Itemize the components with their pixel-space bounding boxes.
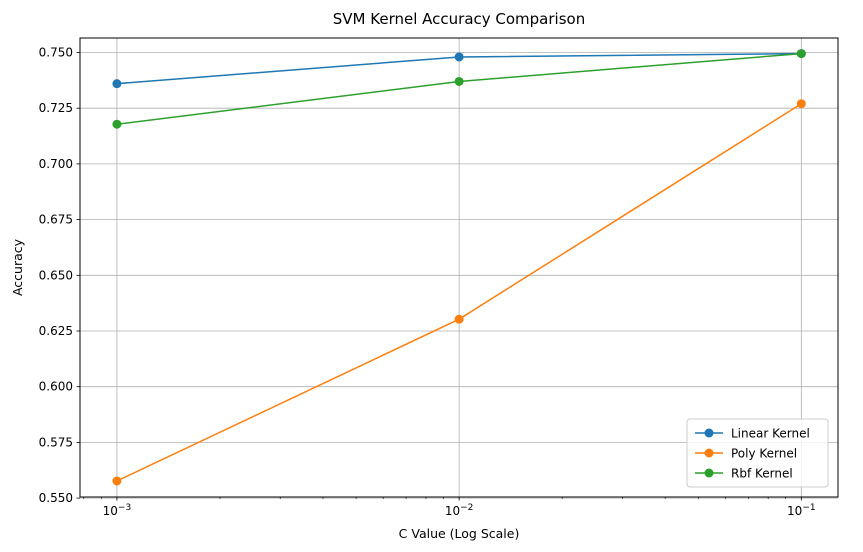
legend-label: Rbf Kernel [731,467,793,481]
chart-title: SVM Kernel Accuracy Comparison [333,10,585,28]
y-tick-label: 0.675 [39,213,73,227]
y-axis-label: Accuracy [10,238,25,296]
data-point [454,52,464,62]
data-point [112,119,122,129]
data-point [796,99,806,109]
legend-marker [704,468,714,478]
x-axis-label: C Value (Log Scale) [399,526,520,541]
y-tick-label: 0.600 [39,380,73,394]
legend-marker [704,448,714,458]
y-tick-label: 0.625 [39,324,73,338]
data-point [796,49,806,59]
ticks: 0.550 0.575 0.600 0.625 0.650 0.675 0.700 0.725… [39,45,816,518]
y-tick-label: 0.575 [39,435,73,449]
data-point [454,76,464,86]
data-point [112,476,122,486]
x-tick-label: 10−2 [445,503,474,518]
legend-label: Linear Kernel [731,427,810,441]
y-tick-label: 0.700 [39,157,73,171]
legend: Linear Kernel Poly Kernel Rbf Kernel [686,418,829,488]
legend-box [686,418,829,488]
y-tick-label: 0.550 [39,491,73,505]
data-point [112,79,122,89]
x-tick-label: 10−3 [103,503,132,518]
y-tick-label: 0.725 [39,101,73,115]
x-tick-label: 10−1 [787,503,816,518]
plot-frame [79,37,839,498]
y-tick-label: 0.650 [39,268,73,282]
legend-marker [704,428,714,438]
series-group [112,49,806,486]
legend-label: Poly Kernel [731,447,797,461]
y-tick-label: 0.750 [39,45,73,59]
data-point [454,314,464,324]
